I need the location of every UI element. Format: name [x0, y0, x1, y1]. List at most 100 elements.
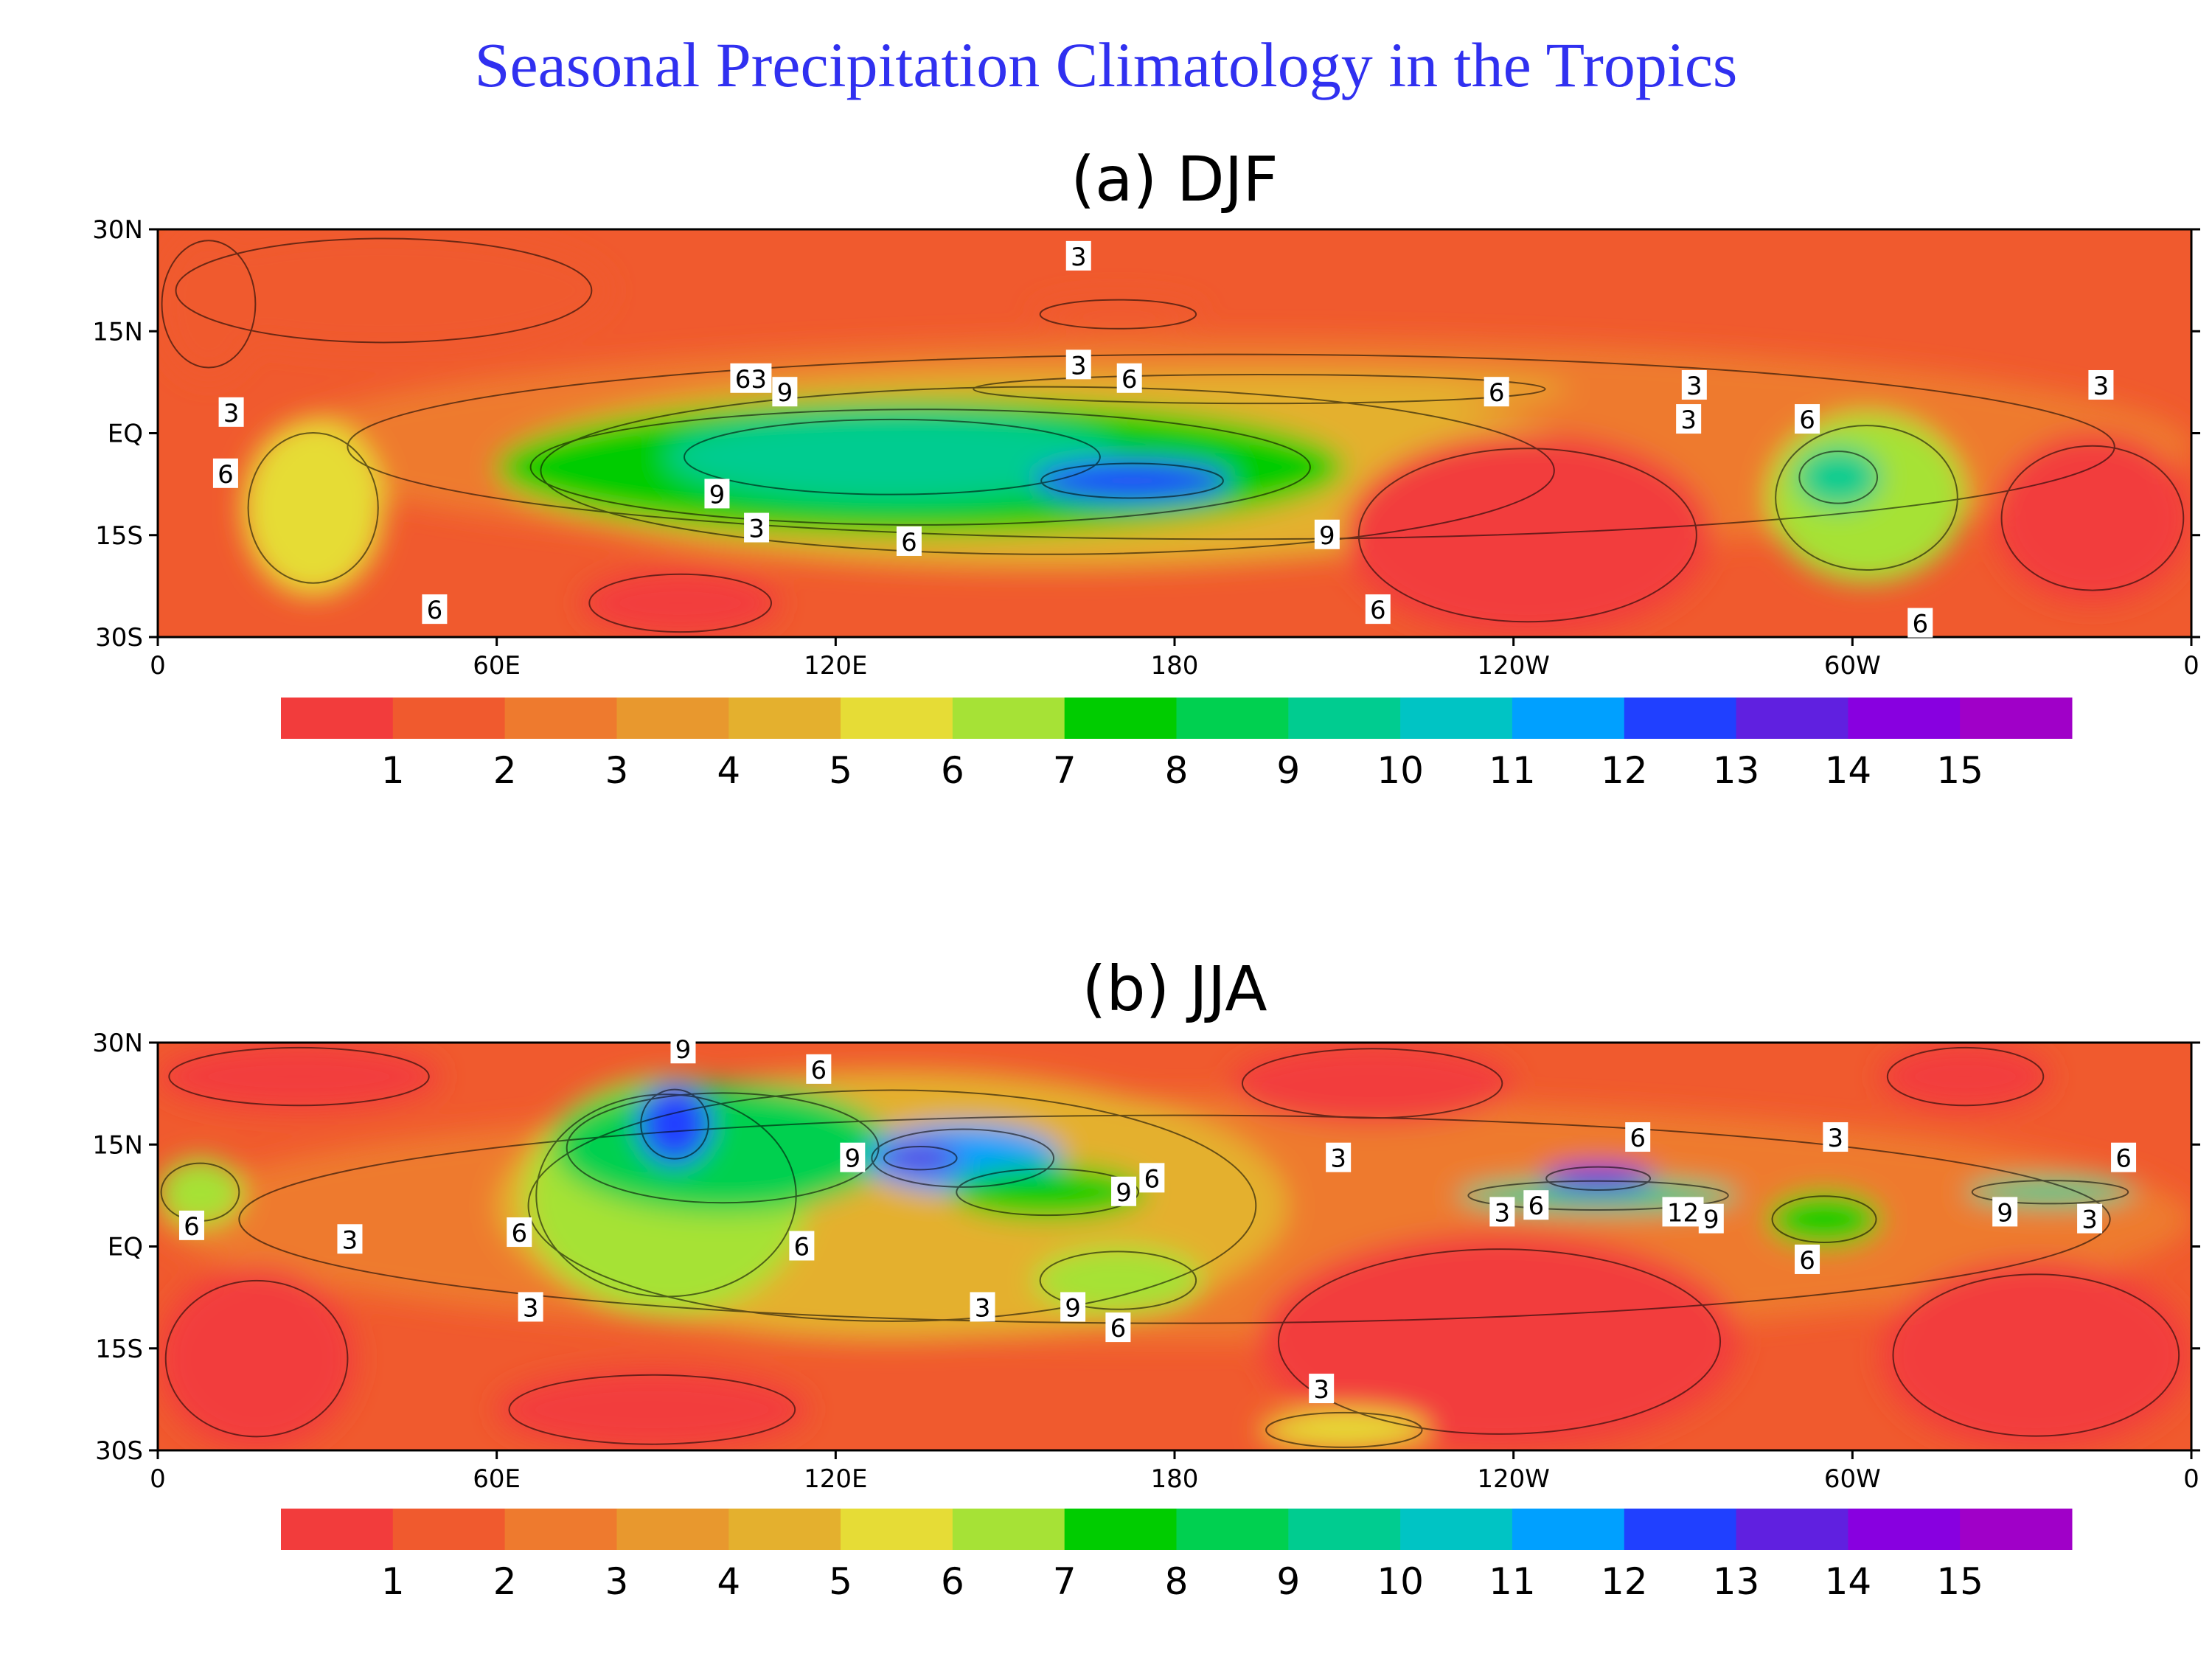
contour-label: 6: [427, 596, 443, 625]
contour-label: 6: [1489, 378, 1505, 408]
contour-line: [238, 1114, 2111, 1324]
contour-line: [1892, 1273, 2180, 1437]
contour-line: [1771, 1195, 1877, 1243]
colorbar-label: 11: [1489, 1560, 1536, 1603]
contour-line: [1545, 1166, 1652, 1192]
contour-label: 3: [1071, 351, 1087, 380]
y-tick-label: 15N: [92, 317, 143, 347]
figure-title: Seasonal Precipitation Climatology in th…: [474, 29, 1738, 100]
x-tick-label: 0: [2183, 1464, 2199, 1494]
x-tick-label: 60W: [1824, 1464, 1881, 1494]
contour-line: [1040, 462, 1224, 499]
precip-zone: [1343, 433, 1711, 637]
contour-line: [168, 1046, 430, 1107]
contour-line: [871, 1128, 1055, 1188]
contour-label: 9: [1319, 521, 1335, 551]
precip-zone: [1795, 446, 1881, 508]
x-tick-label: 0: [150, 651, 166, 681]
x-tick-label: 180: [1151, 1464, 1199, 1494]
precip-zone: [1993, 433, 2191, 603]
y-tick-label: EQ: [108, 420, 143, 449]
contour-label: 6: [511, 1219, 527, 1248]
precip-zone: [1259, 1409, 1429, 1450]
colorbar-swatch: [1736, 1509, 1848, 1550]
colorbar-swatch: [392, 1509, 506, 1550]
colorbar-swatch: [281, 1509, 394, 1550]
contour-line: [508, 1374, 796, 1445]
colorbar-label: 6: [941, 749, 964, 792]
colorbar-label: 5: [829, 749, 852, 792]
colorbar-swatch: [1960, 698, 2073, 739]
contour-line: [175, 237, 593, 344]
contour-line: [1971, 1180, 2129, 1205]
colorbar-swatch: [616, 1509, 729, 1550]
colorbar-label: 7: [1053, 1560, 1077, 1603]
y-tick-label: 15S: [95, 521, 143, 551]
colorbar-label: 13: [1713, 1560, 1760, 1603]
contour-label: 3: [1071, 243, 1087, 272]
colorbar-label: 2: [493, 1560, 517, 1603]
precip-zone: [638, 1083, 712, 1165]
contour-label: 6: [1528, 1192, 1544, 1221]
contour-line: [529, 408, 1311, 526]
colorbar-swatch: [1624, 1509, 1737, 1550]
colorbar-label: 13: [1713, 749, 1760, 792]
colorbar-swatch: [728, 1509, 841, 1550]
colorbar-swatch: [1176, 1509, 1289, 1550]
contour-label: 6: [811, 1056, 827, 1085]
colorbar-label: 5: [829, 1560, 852, 1603]
contour-label: 3: [1495, 1198, 1511, 1228]
colorbar-label: 4: [717, 1560, 740, 1603]
contour-label: 6: [1110, 1314, 1127, 1343]
colorbar: 1 2 3 4 5 6 7 8 9 10 11 12 13 14 15: [281, 1509, 2073, 1603]
y-tick-label: 30S: [95, 1436, 143, 1466]
contour-line: [973, 374, 1546, 405]
colorbar-swatch: [1960, 1509, 2073, 1550]
x-tick-label: 60E: [473, 1464, 521, 1494]
contour-label: 9: [1703, 1206, 1719, 1235]
contour-label: 3: [1680, 406, 1697, 435]
precip-zone: [1033, 1246, 1203, 1315]
contour-line: [164, 1279, 349, 1438]
precip-zone: [1033, 460, 1231, 501]
colorbar-swatch: [1848, 1509, 1961, 1550]
colorbar-label: 14: [1825, 749, 1872, 792]
y-tick-label: 15S: [95, 1335, 143, 1364]
colorbar-label: 1: [381, 1560, 405, 1603]
precip-zone: [242, 420, 384, 597]
colorbar-swatch: [1624, 698, 1737, 739]
colorbar-label: 12: [1601, 749, 1648, 792]
colorbar-swatch: [952, 698, 1065, 739]
contour-line: [588, 573, 772, 633]
contour-label: 12: [1667, 1198, 1699, 1228]
colorbar-label: 4: [717, 749, 740, 792]
contour-label: 3: [342, 1225, 358, 1255]
colorbar-label: 10: [1377, 749, 1424, 792]
contour-label: 3: [2093, 372, 2110, 401]
precip-zone: [948, 372, 1571, 406]
contour-label: 6: [2115, 1144, 2132, 1174]
precip-zone: [1259, 1233, 1740, 1450]
y-tick-label: EQ: [108, 1233, 143, 1262]
y-tick-label: 30N: [92, 215, 143, 245]
colorbar: 1 2 3 4 5 6 7 8 9 10 11 12 13 14 15: [281, 698, 2073, 792]
precip-zone: [1541, 1164, 1655, 1192]
contour-label: 9: [1065, 1293, 1081, 1323]
contour-label: 6: [1144, 1164, 1161, 1194]
contour-label: 9: [1116, 1178, 1132, 1208]
contour-label: 6: [1912, 610, 1928, 639]
contour-line: [247, 432, 379, 584]
contour-label: 3: [1828, 1124, 1844, 1153]
colorbar-label: 7: [1053, 749, 1077, 792]
contour-line: [2000, 445, 2185, 591]
colorbar-swatch: [1064, 1509, 1177, 1550]
contour-line: [1039, 299, 1197, 330]
contour-label: 6: [1630, 1124, 1646, 1153]
colorbar-swatch: [952, 1509, 1065, 1550]
contour-line: [1277, 1248, 1722, 1435]
contour-line: [1798, 451, 1879, 504]
contour-label: 3: [1686, 372, 1703, 401]
contour-line: [1467, 1180, 1729, 1211]
colorbar-label: 2: [493, 749, 517, 792]
colorbar-swatch: [1400, 1509, 1513, 1550]
